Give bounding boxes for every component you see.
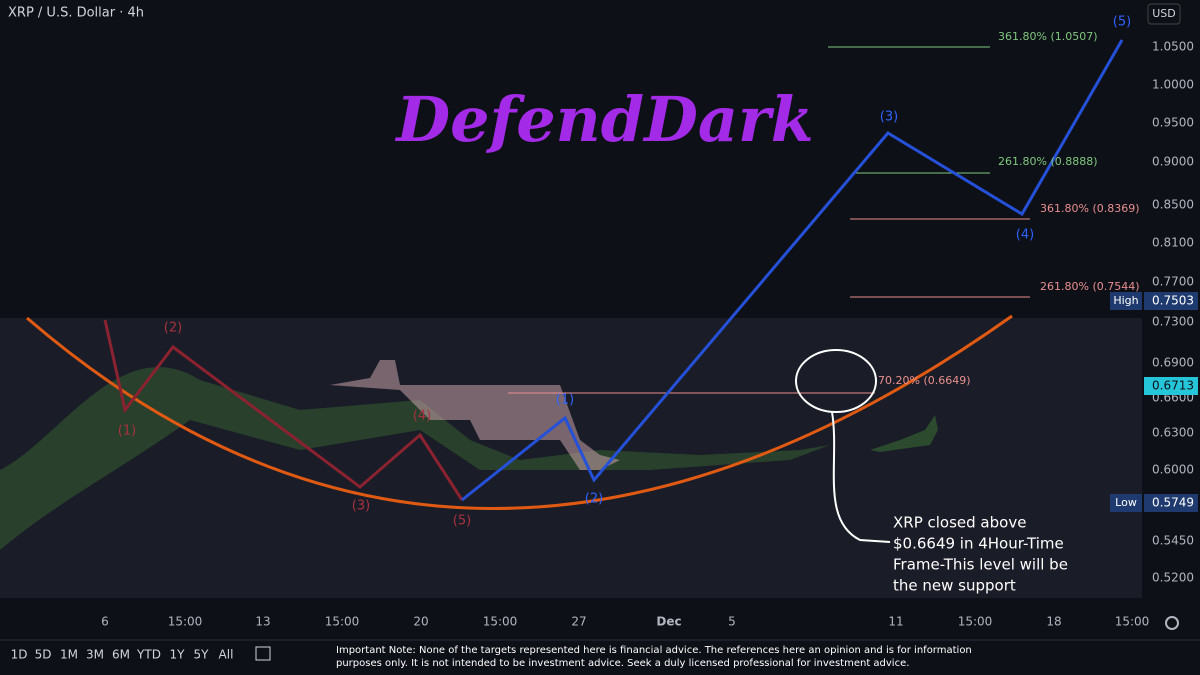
cloud	[0, 367, 830, 550]
badge-value: 0.6713	[1152, 379, 1194, 393]
annotation-line: Frame-This level will be	[893, 556, 1068, 574]
fib-label: 261.80% (0.8888)	[998, 155, 1098, 168]
range-button[interactable]: 5D	[35, 648, 52, 662]
red-wave-label: (1)	[118, 424, 136, 439]
cloud	[330, 360, 620, 470]
range-button[interactable]: 1M	[60, 648, 78, 662]
settings-icon[interactable]	[1165, 616, 1179, 630]
badge-value: 0.7503	[1152, 294, 1194, 308]
badge-label: High	[1113, 294, 1138, 307]
time-tick: 27	[571, 615, 586, 629]
red-wave-label: (2)	[164, 321, 182, 336]
time-tick: 15:00	[1115, 615, 1150, 629]
annotation-line: $0.6649 in 4Hour-Time	[893, 535, 1064, 553]
blue-wave-label: (1)	[556, 393, 574, 408]
currency-box	[1147, 3, 1181, 25]
watermark: DefendDark	[394, 83, 813, 156]
time-tick: 15:00	[483, 615, 518, 629]
time-tick: 20	[413, 615, 428, 629]
range-button[interactable]: All	[219, 648, 234, 662]
badge-bg	[1144, 494, 1198, 512]
time-tick: 15:00	[958, 615, 993, 629]
disclaimer: Important Note: None of the targets repr…	[336, 645, 972, 656]
range-button[interactable]: 6M	[112, 648, 130, 662]
annotation-line: the new support	[893, 577, 1016, 595]
time-tick: 15:00	[168, 615, 203, 629]
blue-wave-label: (3)	[880, 110, 898, 125]
currency[interactable]: USD	[1152, 7, 1176, 20]
range-button[interactable]: 5Y	[194, 648, 210, 662]
annotation-line: XRP closed above	[893, 514, 1026, 532]
time-tick: 6	[101, 615, 109, 629]
price-tick: 1.0500	[1152, 40, 1194, 54]
red-wave	[103, 319, 464, 501]
pointer	[831, 411, 891, 543]
red-wave-label: (3)	[352, 499, 370, 514]
fib-label: 70.20% (0.6649)	[878, 374, 971, 387]
price-tick: 0.6900	[1152, 356, 1194, 370]
highlight-circle	[795, 349, 877, 413]
badge-label-bg	[1110, 494, 1142, 512]
blue-wave-label: (2)	[585, 492, 603, 507]
range-button[interactable]: 3M	[86, 648, 104, 662]
badge-bg	[1144, 292, 1198, 310]
price-tick: 1.0000	[1152, 78, 1194, 92]
range-button[interactable]: 1D	[11, 648, 28, 662]
range-button[interactable]: 1Y	[170, 648, 186, 662]
blue-wave-label: (5)	[1113, 15, 1131, 30]
blue-wave-label: (4)	[1016, 228, 1034, 243]
range-button[interactable]: YTD	[136, 648, 161, 662]
calendar-icon[interactable]	[255, 646, 271, 661]
price-tick: 0.5200	[1152, 571, 1194, 585]
fib-label: 261.80% (0.7544)	[1040, 280, 1140, 293]
badge-label: Low	[1115, 496, 1137, 509]
fib-label: 361.80% (0.8369)	[1040, 202, 1140, 215]
price-tick: 0.9500	[1152, 116, 1194, 130]
cup-curve	[26, 314, 1013, 510]
price-axis	[1142, 0, 1200, 640]
blue-wave	[461, 39, 1124, 502]
time-tick: Dec	[656, 615, 681, 629]
disclaimer: purposes only. It is not intended to be …	[336, 658, 909, 669]
price-tick: 0.6300	[1152, 426, 1194, 440]
badge-value: 0.5749	[1152, 496, 1194, 510]
price-tick: 0.8500	[1152, 198, 1194, 212]
price-tick: 0.9000	[1152, 155, 1194, 169]
fib-label: 361.80% (1.0507)	[998, 30, 1098, 43]
symbol-title: XRP / U.S. Dollar · 4h	[8, 6, 144, 21]
badge-bg	[1144, 377, 1198, 395]
time-tick: 11	[888, 615, 903, 629]
price-tick: 0.8100	[1152, 236, 1194, 250]
time-tick: 15:00	[325, 615, 360, 629]
time-tick: 5	[728, 615, 736, 629]
time-tick: 13	[255, 615, 270, 629]
red-wave-label: (5)	[453, 514, 471, 529]
price-tick: 0.7700	[1152, 275, 1194, 289]
price-tick: 0.7300	[1152, 315, 1194, 329]
cloud	[870, 415, 938, 452]
time-tick: 18	[1046, 615, 1061, 629]
price-tick: 0.6000	[1152, 463, 1194, 477]
badge-label-bg	[1110, 292, 1142, 310]
red-wave-label: (4)	[413, 409, 431, 424]
price-tick: 0.5450	[1152, 534, 1194, 548]
